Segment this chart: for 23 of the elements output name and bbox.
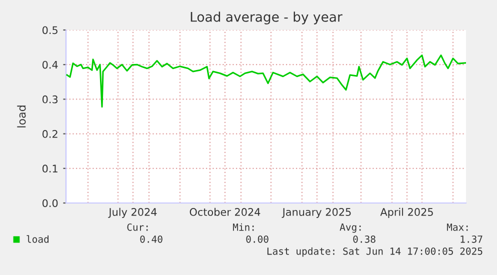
text: Avg:	[340, 224, 361, 233]
y-tick-label: 0.4	[42, 60, 58, 69]
y-axis-title: load	[17, 106, 26, 128]
text: Min:	[232, 223, 254, 231]
legend-label: load	[26, 235, 49, 243]
text: 0.40	[140, 235, 162, 243]
text: Max:	[446, 224, 468, 231]
chart-title: Load average - by year	[190, 12, 342, 24]
y-tick-label: 0.2	[42, 130, 58, 138]
x-tick-label: April 2025	[380, 208, 433, 218]
line-series	[66, 54, 466, 108]
y-tick-label: 0.0	[42, 199, 58, 208]
y-tick-label: 0.3	[42, 95, 58, 104]
y-tick-label: 0.5	[42, 26, 58, 34]
x-tick-label: July 2024	[108, 208, 157, 218]
x-tick-label: January 2025	[282, 208, 351, 218]
y-tick-label: 0.1	[42, 164, 58, 173]
text: 0.00	[246, 235, 268, 243]
x-tick-label: October 2024	[190, 208, 260, 216]
text: 1.37	[460, 235, 482, 243]
text: Cur:	[127, 223, 148, 231]
text: Last update: Sat Jun 14 17:00:05 2025	[267, 247, 482, 257]
text: 0.38	[353, 235, 376, 243]
